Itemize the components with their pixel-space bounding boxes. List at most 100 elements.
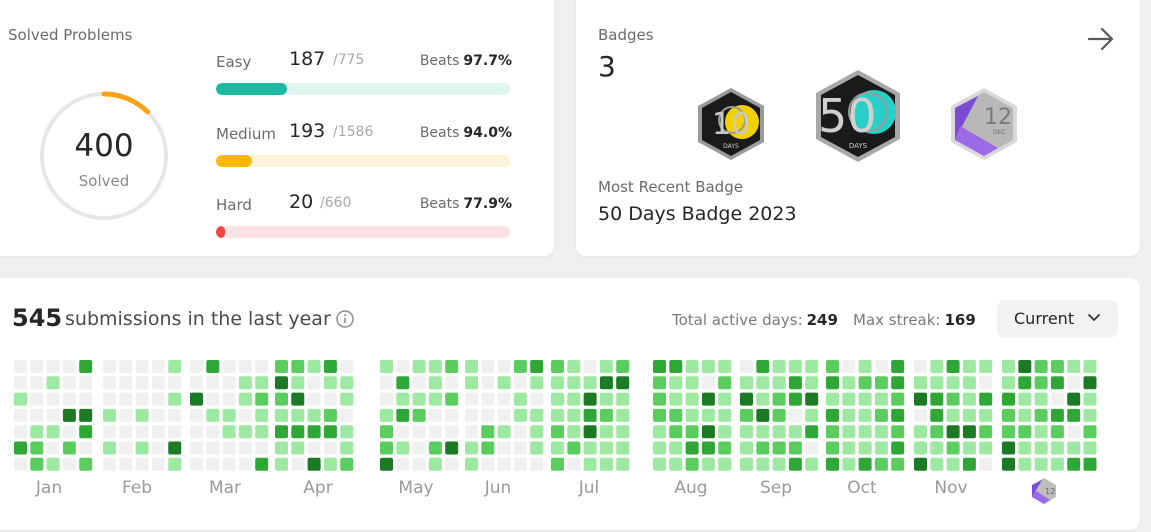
- heatmap-day-cell[interactable]: [119, 441, 133, 455]
- heatmap-day-cell[interactable]: [255, 441, 269, 455]
- heatmap-day-cell[interactable]: [14, 376, 27, 390]
- heatmap-day-cell[interactable]: [616, 441, 630, 455]
- heatmap-day-cell[interactable]: [465, 441, 478, 455]
- heatmap-day-cell[interactable]: [842, 441, 856, 455]
- heatmap-day-cell[interactable]: [914, 360, 927, 373]
- heatmap-day-cell[interactable]: [701, 425, 715, 439]
- year-select[interactable]: Current: [997, 300, 1118, 338]
- heatmap-day-cell[interactable]: [530, 392, 544, 406]
- heatmap-day-cell[interactable]: [551, 408, 564, 422]
- heatmap-day-cell[interactable]: [481, 441, 495, 455]
- heatmap-day-cell[interactable]: [190, 441, 203, 455]
- heatmap-day-cell[interactable]: [718, 376, 732, 390]
- heatmap-day-cell[interactable]: [858, 425, 872, 439]
- heatmap-day-cell[interactable]: [685, 408, 699, 422]
- heatmap-day-cell[interactable]: [874, 392, 888, 406]
- heatmap-day-cell[interactable]: [103, 408, 116, 422]
- heatmap-day-cell[interactable]: [1083, 376, 1097, 390]
- heatmap-day-cell[interactable]: [1002, 457, 1015, 471]
- heatmap-day-cell[interactable]: [583, 425, 597, 439]
- heatmap-day-cell[interactable]: [255, 392, 269, 406]
- heatmap-day-cell[interactable]: [513, 376, 527, 390]
- heatmap-day-cell[interactable]: [513, 408, 527, 422]
- heatmap-day-cell[interactable]: [891, 457, 905, 471]
- heatmap-day-cell[interactable]: [119, 408, 133, 422]
- heatmap-day-cell[interactable]: [412, 392, 426, 406]
- heatmap-day-cell[interactable]: [772, 408, 786, 422]
- heatmap-day-cell[interactable]: [380, 376, 393, 390]
- heatmap-day-cell[interactable]: [151, 425, 165, 439]
- heatmap-day-cell[interactable]: [1018, 425, 1032, 439]
- heatmap-day-cell[interactable]: [103, 360, 116, 373]
- heatmap-day-cell[interactable]: [1034, 408, 1048, 422]
- heatmap-day-cell[interactable]: [567, 360, 581, 373]
- heatmap-day-cell[interactable]: [465, 425, 478, 439]
- heatmap-day-cell[interactable]: [275, 457, 288, 471]
- heatmap-day-cell[interactable]: [946, 360, 960, 373]
- heatmap-day-cell[interactable]: [599, 392, 613, 406]
- heatmap-day-cell[interactable]: [291, 376, 305, 390]
- heatmap-day-cell[interactable]: [891, 408, 905, 422]
- heatmap-day-cell[interactable]: [168, 376, 182, 390]
- heatmap-day-cell[interactable]: [396, 376, 410, 390]
- heatmap-day-cell[interactable]: [530, 441, 544, 455]
- heatmap-day-cell[interactable]: [119, 457, 133, 471]
- heatmap-day-cell[interactable]: [275, 408, 288, 422]
- heatmap-day-cell[interactable]: [858, 376, 872, 390]
- heatmap-day-cell[interactable]: [445, 376, 459, 390]
- heatmap-day-cell[interactable]: [513, 441, 527, 455]
- heatmap-day-cell[interactable]: [513, 360, 527, 373]
- heatmap-day-cell[interactable]: [428, 457, 442, 471]
- heatmap-day-cell[interactable]: [616, 408, 630, 422]
- heatmap-day-cell[interactable]: [842, 360, 856, 373]
- heatmap-day-cell[interactable]: [151, 392, 165, 406]
- heatmap-day-cell[interactable]: [481, 408, 495, 422]
- heatmap-day-cell[interactable]: [653, 392, 666, 406]
- heatmap-day-cell[interactable]: [255, 376, 269, 390]
- heatmap-day-cell[interactable]: [62, 360, 76, 373]
- heatmap-day-cell[interactable]: [740, 360, 753, 373]
- heatmap-day-cell[interactable]: [653, 425, 666, 439]
- heatmap-day-cell[interactable]: [583, 360, 597, 373]
- heatmap-day-cell[interactable]: [14, 392, 27, 406]
- heatmap-day-cell[interactable]: [979, 360, 993, 373]
- heatmap-day-cell[interactable]: [914, 441, 927, 455]
- heatmap-day-cell[interactable]: [914, 425, 927, 439]
- heatmap-day-cell[interactable]: [979, 457, 993, 471]
- heatmap-day-cell[interactable]: [616, 376, 630, 390]
- heatmap-day-cell[interactable]: [1018, 441, 1032, 455]
- heatmap-day-cell[interactable]: [30, 360, 44, 373]
- heatmap-day-cell[interactable]: [788, 392, 802, 406]
- heatmap-day-cell[interactable]: [685, 441, 699, 455]
- heatmap-day-cell[interactable]: [151, 408, 165, 422]
- heatmap-day-cell[interactable]: [135, 441, 149, 455]
- heatmap-day-cell[interactable]: [599, 457, 613, 471]
- heatmap-day-cell[interactable]: [891, 392, 905, 406]
- heatmap-day-cell[interactable]: [718, 360, 732, 373]
- heatmap-day-cell[interactable]: [412, 376, 426, 390]
- heatmap-day-cell[interactable]: [805, 425, 819, 439]
- heatmap-day-cell[interactable]: [465, 376, 478, 390]
- heatmap-day-cell[interactable]: [756, 392, 770, 406]
- heatmap-day-cell[interactable]: [701, 408, 715, 422]
- heatmap-day-cell[interactable]: [583, 408, 597, 422]
- heatmap-day-cell[interactable]: [616, 457, 630, 471]
- heatmap-day-cell[interactable]: [151, 376, 165, 390]
- heatmap-day-cell[interactable]: [979, 441, 993, 455]
- heatmap-day-cell[interactable]: [962, 360, 976, 373]
- heatmap-day-cell[interactable]: [551, 392, 564, 406]
- heatmap-day-cell[interactable]: [428, 392, 442, 406]
- heatmap-day-cell[interactable]: [307, 360, 321, 373]
- heatmap-day-cell[interactable]: [530, 425, 544, 439]
- heatmap-day-cell[interactable]: [946, 441, 960, 455]
- heatmap-day-cell[interactable]: [616, 360, 630, 373]
- heatmap-day-cell[interactable]: [1002, 392, 1015, 406]
- heatmap-day-cell[interactable]: [222, 360, 236, 373]
- heatmap-day-cell[interactable]: [151, 441, 165, 455]
- heatmap-day-cell[interactable]: [62, 457, 76, 471]
- heatmap-day-cell[interactable]: [103, 441, 116, 455]
- heatmap-day-cell[interactable]: [756, 425, 770, 439]
- heatmap-day-cell[interactable]: [445, 360, 459, 373]
- heatmap-day-cell[interactable]: [914, 392, 927, 406]
- heatmap-day-cell[interactable]: [930, 408, 944, 422]
